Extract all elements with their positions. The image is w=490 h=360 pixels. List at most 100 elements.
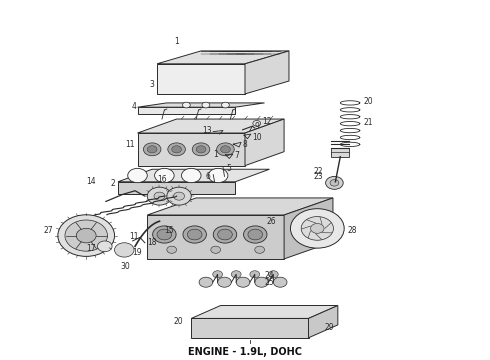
Circle shape xyxy=(65,220,107,251)
Text: 25: 25 xyxy=(265,278,274,287)
Circle shape xyxy=(147,187,172,205)
Circle shape xyxy=(199,277,213,287)
Polygon shape xyxy=(147,215,284,259)
Text: 11: 11 xyxy=(125,140,135,149)
Polygon shape xyxy=(191,319,309,338)
Circle shape xyxy=(147,146,157,153)
Circle shape xyxy=(253,121,261,126)
Text: 19: 19 xyxy=(132,248,141,257)
Circle shape xyxy=(218,229,232,240)
Circle shape xyxy=(221,102,229,108)
Circle shape xyxy=(202,102,210,108)
Circle shape xyxy=(168,143,185,156)
Text: 10: 10 xyxy=(252,133,262,142)
Text: 1: 1 xyxy=(174,37,179,46)
Circle shape xyxy=(269,271,278,278)
Text: 22: 22 xyxy=(314,167,323,176)
Circle shape xyxy=(218,277,231,287)
Circle shape xyxy=(157,229,171,240)
Text: 11: 11 xyxy=(129,232,139,241)
Text: 27: 27 xyxy=(44,226,53,235)
Circle shape xyxy=(182,102,190,108)
Polygon shape xyxy=(147,198,333,215)
Text: 14: 14 xyxy=(86,177,96,186)
Circle shape xyxy=(213,226,237,243)
Circle shape xyxy=(128,168,147,183)
Circle shape xyxy=(187,229,202,240)
Polygon shape xyxy=(157,64,245,94)
Circle shape xyxy=(231,271,241,278)
Text: 8: 8 xyxy=(243,140,247,149)
Text: 13: 13 xyxy=(202,126,212,135)
Circle shape xyxy=(301,217,333,240)
Polygon shape xyxy=(284,198,333,259)
Text: 23: 23 xyxy=(314,172,323,181)
Circle shape xyxy=(58,215,115,256)
Circle shape xyxy=(291,209,344,248)
Circle shape xyxy=(181,168,201,183)
Polygon shape xyxy=(138,103,265,107)
Circle shape xyxy=(183,226,206,243)
Text: 4: 4 xyxy=(132,102,137,111)
Text: 30: 30 xyxy=(121,262,130,271)
Text: 26: 26 xyxy=(267,217,277,226)
Circle shape xyxy=(244,226,267,243)
Polygon shape xyxy=(191,306,338,319)
Text: ENGINE - 1.9L, DOHC: ENGINE - 1.9L, DOHC xyxy=(188,347,302,357)
Text: 5: 5 xyxy=(226,164,231,173)
Circle shape xyxy=(155,168,174,183)
Circle shape xyxy=(217,143,234,156)
Circle shape xyxy=(248,229,263,240)
Polygon shape xyxy=(309,306,338,338)
Polygon shape xyxy=(118,182,235,194)
Circle shape xyxy=(273,277,287,287)
Circle shape xyxy=(326,176,343,189)
Text: 9: 9 xyxy=(255,122,260,131)
Bar xyxy=(331,148,349,157)
Circle shape xyxy=(255,246,265,253)
Polygon shape xyxy=(245,119,284,166)
Circle shape xyxy=(208,168,228,183)
Text: 6: 6 xyxy=(206,172,211,181)
Text: 21: 21 xyxy=(363,118,373,127)
Polygon shape xyxy=(118,169,270,182)
Circle shape xyxy=(173,192,185,200)
Text: 17: 17 xyxy=(86,244,96,253)
Text: 1: 1 xyxy=(213,150,218,159)
Text: 2: 2 xyxy=(111,179,116,188)
Text: 7: 7 xyxy=(234,152,239,161)
Text: 28: 28 xyxy=(347,226,357,235)
Text: 15: 15 xyxy=(164,226,174,235)
Text: 16: 16 xyxy=(157,175,167,184)
Circle shape xyxy=(196,146,206,153)
Text: 12: 12 xyxy=(262,117,271,126)
Text: 20: 20 xyxy=(173,317,183,326)
Circle shape xyxy=(154,192,165,200)
Circle shape xyxy=(311,224,324,233)
Text: 18: 18 xyxy=(147,238,157,247)
Circle shape xyxy=(167,187,191,205)
Circle shape xyxy=(144,143,161,156)
Circle shape xyxy=(192,143,210,156)
Polygon shape xyxy=(138,133,245,166)
Circle shape xyxy=(255,277,269,287)
Polygon shape xyxy=(138,119,284,133)
Polygon shape xyxy=(138,107,235,114)
Text: 3: 3 xyxy=(150,81,155,90)
Polygon shape xyxy=(245,51,289,94)
Circle shape xyxy=(330,180,339,186)
Polygon shape xyxy=(157,51,289,64)
Circle shape xyxy=(211,246,220,253)
Circle shape xyxy=(98,241,112,252)
Circle shape xyxy=(115,243,134,257)
Text: 20: 20 xyxy=(363,96,373,105)
Circle shape xyxy=(236,277,250,287)
Circle shape xyxy=(220,146,230,153)
Circle shape xyxy=(172,146,181,153)
Circle shape xyxy=(153,226,176,243)
Circle shape xyxy=(167,246,176,253)
Circle shape xyxy=(250,271,260,278)
Circle shape xyxy=(76,228,96,243)
Text: 29: 29 xyxy=(324,323,334,332)
Text: 24: 24 xyxy=(265,270,274,279)
